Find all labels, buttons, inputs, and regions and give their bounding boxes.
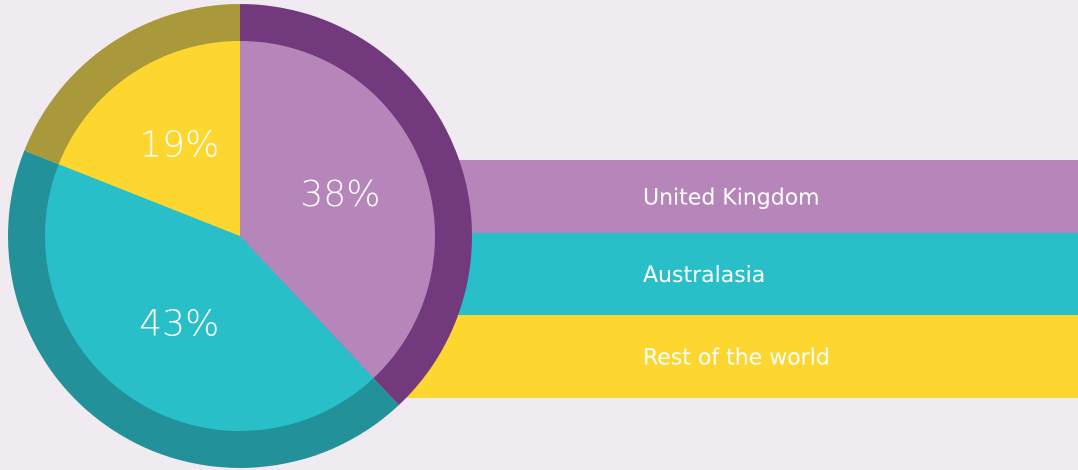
- slice-label: 19%: [139, 125, 219, 166]
- slice-label: 43%: [139, 303, 219, 344]
- slice-label: 38%: [300, 174, 380, 215]
- legend-label: Rest of the world: [643, 346, 830, 371]
- legend-bar: [400, 233, 1078, 315]
- pie-slice: [240, 41, 436, 379]
- pie-slice: [58, 41, 240, 236]
- pie-slice: [44, 164, 374, 432]
- legend-label: Australasia: [643, 263, 765, 288]
- legend-bar: [400, 315, 1078, 398]
- legend-bar: [400, 160, 1078, 233]
- legend-label: United Kingdom: [643, 186, 820, 211]
